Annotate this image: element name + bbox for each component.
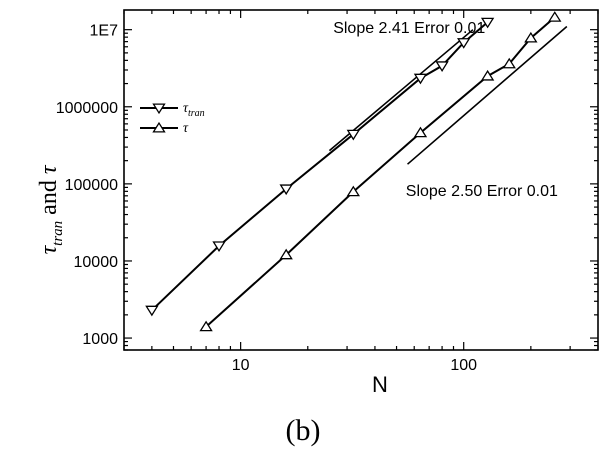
series-2-point [502,57,516,69]
series-2-point [346,185,360,197]
legend-label-2: τ [183,121,189,136]
slope-annotation-2: Slope 2.50 Error 0.01 [406,183,558,200]
y-label-symbol-1: τ [36,244,62,254]
series-1-point [435,61,449,72]
y-tick-label: 1E7 [90,23,119,40]
series-2-point [279,248,293,260]
legend-marker-2 [152,121,166,133]
series-2-point [480,69,495,81]
y-label-and: and [36,174,62,221]
y-tick-label: 100000 [65,177,118,194]
axes: 10 100 1000 10000 100000 1000000 1E7 [56,9,599,374]
svg-text:τtran and τ: τtran and τ [36,164,66,254]
series-1-point [480,17,495,29]
series-2-point [548,11,562,22]
series-1-point [413,73,428,85]
fit-lines [328,25,568,165]
series-2-point [413,126,428,138]
series-2-point [524,31,538,43]
y-tick-label: 10000 [74,254,119,271]
y-axis-label: τtran and τ [36,164,66,254]
plot-frame [123,9,599,351]
series-1-point [346,129,360,141]
x-axis-label: N [372,372,388,397]
series-1-line [151,21,489,311]
series-group [145,11,562,332]
y-tick-label: 1000 [82,331,118,348]
y-label-subscript: tran [50,221,66,246]
series-2-line [205,16,556,328]
series-2-point [199,320,213,332]
figure-caption: (b) [286,414,321,447]
fit-line-2 [407,25,568,165]
legend: τtran τ [140,101,205,136]
series-1-point [279,184,293,196]
legend-marker-1 [152,103,166,115]
annotations: Slope 2.41 Error 0.01 Slope 2.50 Error 0.… [333,20,558,200]
series-1-point [457,38,471,49]
x-tick-label: 100 [450,357,477,374]
series-1-point [145,305,159,317]
y-tick-label: 1000000 [56,100,118,117]
x-tick-label: 10 [232,357,250,374]
series-1-point [212,241,226,253]
y-label-symbol-2: τ [36,164,62,174]
slope-annotation-1: Slope 2.41 Error 0.01 [333,20,485,37]
legend-label-1: τtran [183,101,205,119]
